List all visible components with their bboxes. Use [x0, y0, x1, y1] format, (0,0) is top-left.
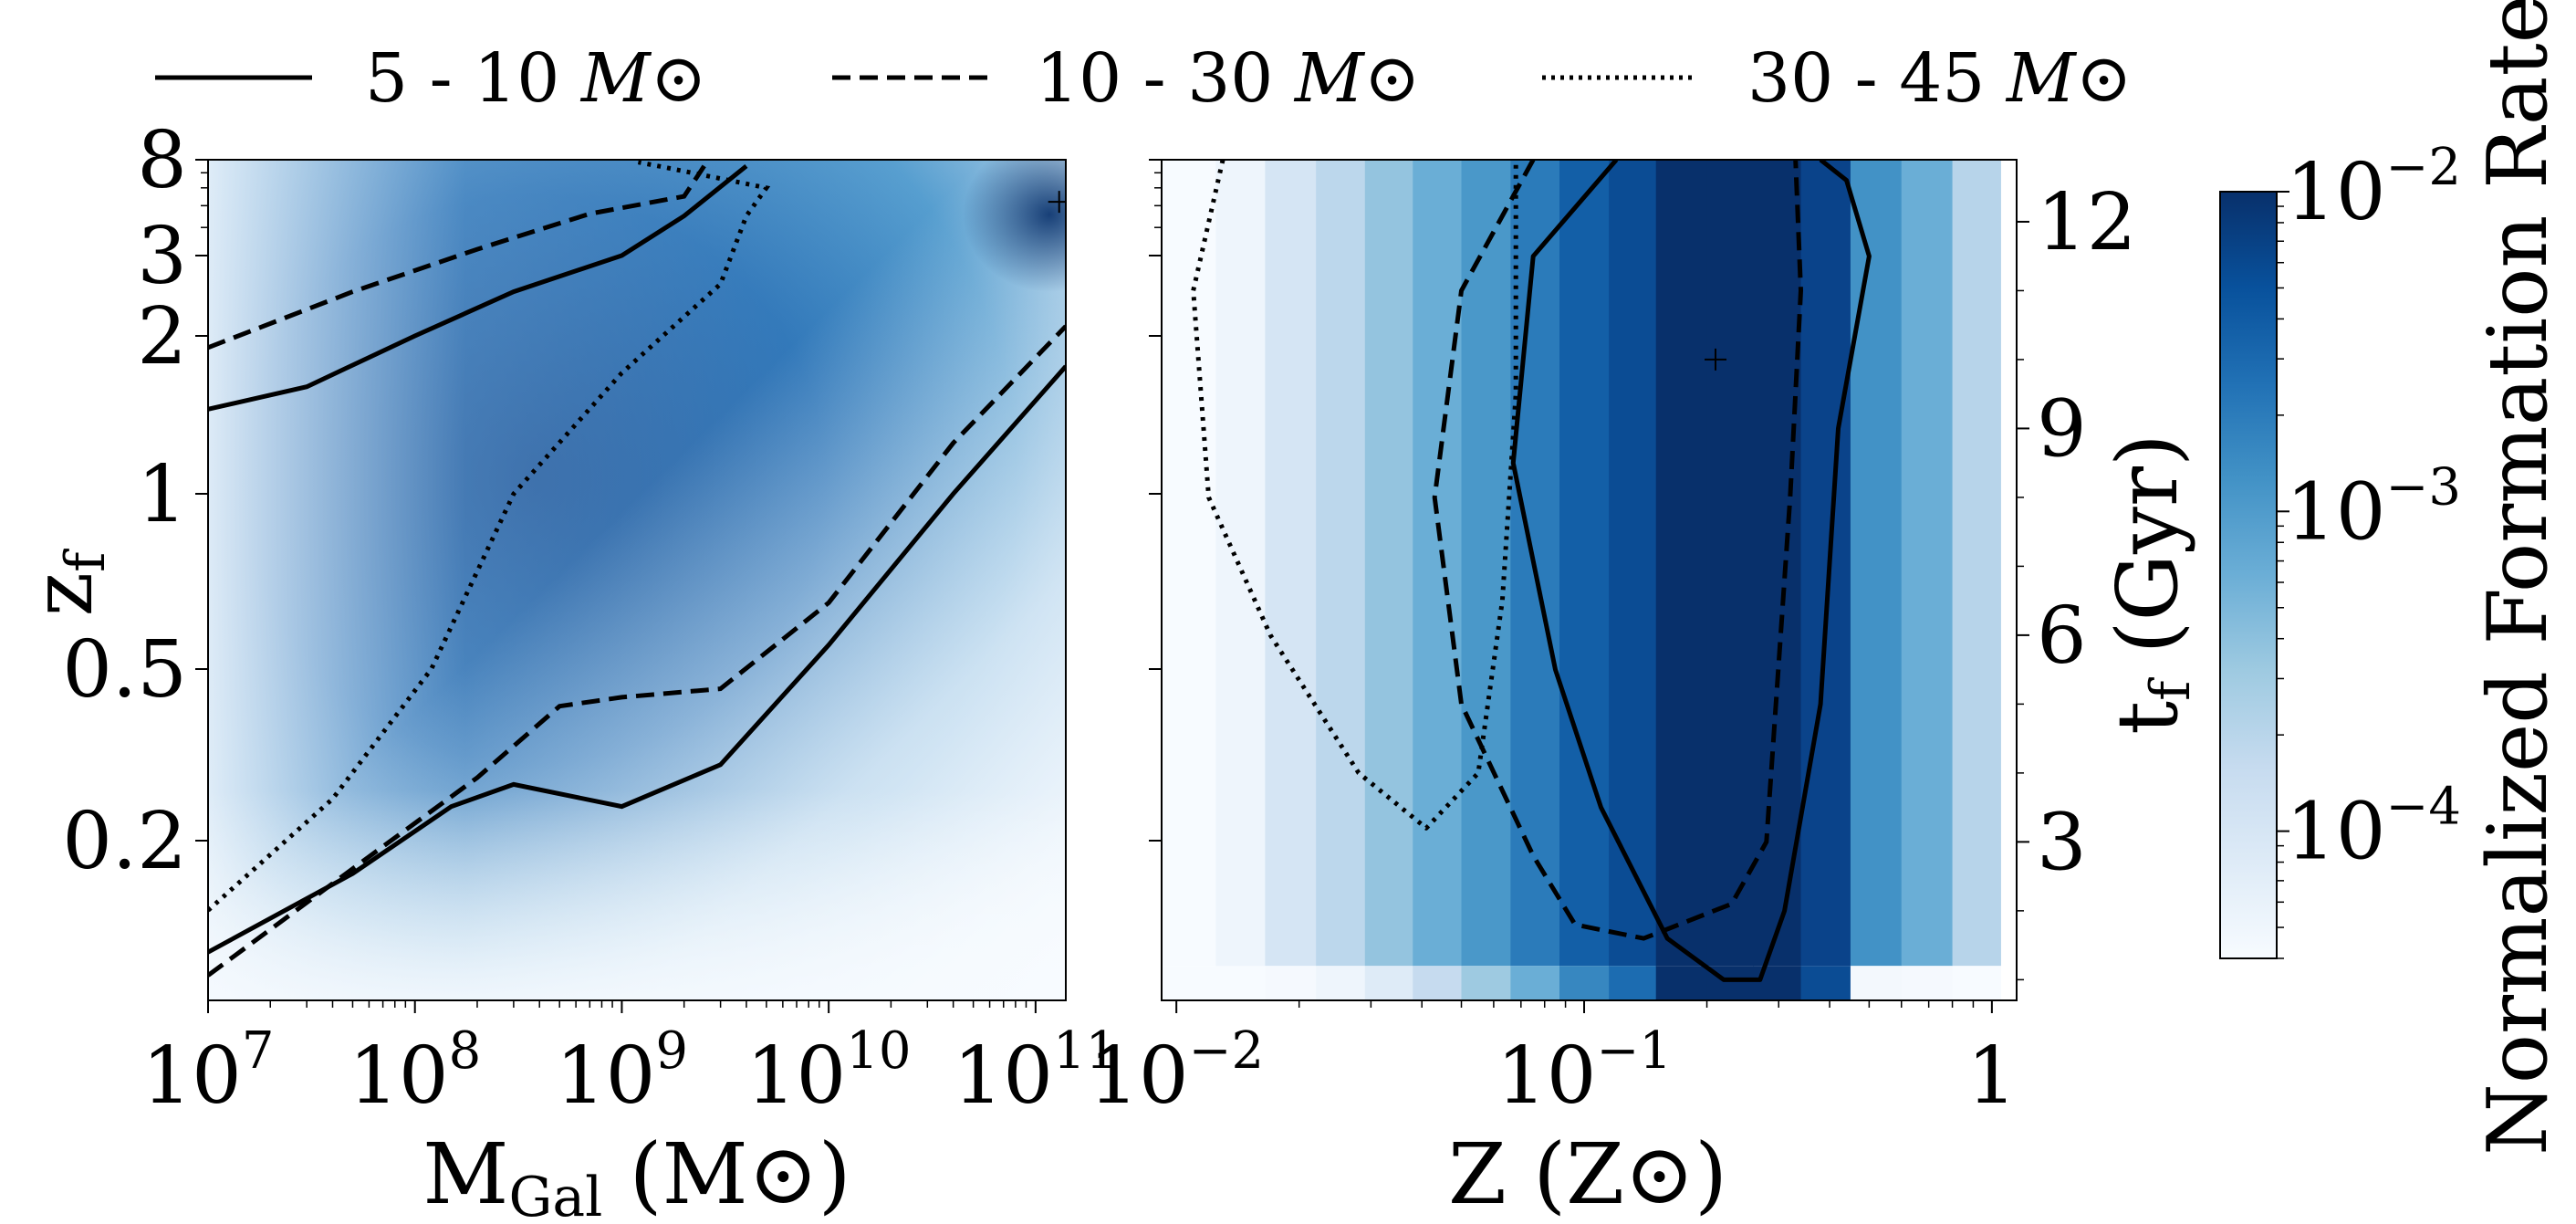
metallicity-column-low [1800, 966, 1851, 1000]
contour-solid-upper [208, 163, 748, 412]
metallicity-column-low [1265, 966, 1317, 1000]
left-y-axis-label: zf [14, 549, 118, 616]
metallicity-column-low [1162, 966, 1217, 1000]
contour-dotted [1191, 160, 1518, 831]
x-tick-label: 1 [1967, 1030, 2018, 1122]
left-heatmap [208, 160, 1066, 1000]
x-tick-label: 10−2 [1089, 1021, 1264, 1122]
x-tick-label: 1010 [746, 1021, 912, 1122]
legend-label: 5 - 10 M⊙ [365, 39, 707, 118]
peak-marker [1048, 191, 1066, 214]
y-tick-label: 0.2 [62, 796, 187, 887]
metallicity-column [1215, 160, 1266, 967]
colorbar-tick-label: 10−4 [2286, 778, 2461, 878]
metallicity-column [1850, 160, 1903, 967]
metallicity-column-low [1364, 966, 1413, 1000]
right-heatmap [1162, 160, 2001, 1000]
metallicity-column-low [1461, 966, 1511, 1000]
colorbar-label: Normalized Formation Rate [2470, 0, 2566, 1156]
left-panel: 107 108 109 1010 1011 832 1 0.5 0.2 MGal (M⊙) zf [14, 115, 1118, 1224]
right-contours [1191, 160, 1872, 982]
colorbar-tick-label: 10−2 [2286, 138, 2461, 238]
metallicity-column [1609, 160, 1657, 967]
metallicity-column [1316, 160, 1366, 967]
peak-marker [1705, 348, 1727, 371]
right-ticks: 10−2 10−1 1 12 9 6 3 [1089, 159, 2136, 1122]
metallicity-column-low [1609, 966, 1657, 1000]
left-x-axis-label: MGal (M⊙) [422, 1125, 850, 1224]
legend-entry-solid: 5 - 10 M⊙ [155, 39, 707, 118]
metallicity-column [1364, 160, 1413, 967]
right-panel: 10−2 10−1 1 12 9 6 3 Z (Z⊙) tf (Gyr) [1089, 159, 2203, 1223]
y-right-tick-label: 3 [2037, 797, 2087, 888]
contour-dashed-lower [208, 324, 1066, 978]
y-tick-label: 3 [137, 211, 187, 302]
legend-entry-dotted: 30 - 45 M⊙ [1542, 39, 2133, 118]
y-tick-label: 8 [137, 115, 187, 206]
legend-label: 10 - 30 M⊙ [1036, 39, 1421, 118]
x-tick-label: 109 [556, 1021, 688, 1122]
metallicity-column-low [1316, 966, 1366, 1000]
metallicity-column-low [1655, 966, 1708, 1000]
metallicity-column [1800, 160, 1851, 967]
legend-label: 30 - 45 M⊙ [1747, 39, 2133, 118]
metallicity-column-low [1413, 966, 1463, 1000]
metallicity-column-low [1850, 966, 1903, 1000]
y-right-tick-label: 9 [2037, 383, 2087, 475]
x-tick-label: 10−1 [1497, 1021, 1672, 1122]
contour-dashed [1432, 160, 1803, 941]
metallicity-column-low [1952, 966, 2001, 1000]
right-axes-frame [1161, 159, 2018, 1001]
metallicity-column-low [1901, 966, 1954, 1000]
y-tick-label: 0.5 [62, 624, 187, 716]
metallicity-column [1901, 160, 1954, 967]
y-right-tick-label: 12 [2037, 177, 2136, 268]
contour-solid-lower [208, 364, 1066, 955]
y-right-tick-label: 6 [2037, 591, 2087, 682]
metallicity-column-low [1753, 966, 1802, 1000]
left-contours [208, 160, 1066, 978]
contour-dashed-upper [208, 164, 706, 350]
x-tick-label: 1011 [954, 1021, 1119, 1122]
metallicity-column [1559, 160, 1610, 967]
metallicity-column-low [1559, 966, 1610, 1000]
metallicity-column [1706, 160, 1755, 967]
y-tick-label: 2 [137, 291, 187, 382]
metallicity-column [1461, 160, 1511, 967]
left-ticks: 107 108 109 1010 1011 832 1 0.5 0.2 [62, 115, 1118, 1122]
metallicity-column [1952, 160, 2001, 967]
right-x-axis-label: Z (Z⊙) [1448, 1125, 1727, 1223]
metallicity-column [1753, 160, 1802, 967]
contour-solid [1510, 160, 1872, 982]
metallicity-column [1413, 160, 1463, 967]
metallicity-column [1162, 160, 1217, 967]
colorbar-gradient [2219, 191, 2278, 959]
right-y-axis-label: tf (Gyr) [2099, 434, 2203, 735]
metallicity-column [1655, 160, 1708, 967]
left-axes-frame [207, 159, 1067, 1001]
legend-entry-dashed: 10 - 30 M⊙ [832, 39, 1421, 118]
left-peak-marker [1048, 191, 1066, 214]
right-metallicity-columns [1162, 160, 2001, 1000]
metallicity-column-low [1510, 966, 1560, 1000]
x-tick-label: 108 [349, 1021, 481, 1122]
legend: 5 - 10 M⊙ 10 - 30 M⊙ 30 - 45 M⊙ [155, 39, 2133, 118]
right-peak-marker [1705, 348, 1727, 371]
colorbar: 10−2 10−3 10−4 Normalized Formation Rate [2219, 0, 2566, 1156]
x-tick-label: 107 [141, 1021, 274, 1122]
y-tick-label: 1 [137, 449, 187, 540]
metallicity-column [1265, 160, 1317, 967]
metallicity-column-low [1215, 966, 1266, 1000]
colorbar-tick-label: 10−3 [2286, 457, 2461, 558]
colorbar-ticks: 10−2 10−3 10−4 [2277, 138, 2461, 959]
